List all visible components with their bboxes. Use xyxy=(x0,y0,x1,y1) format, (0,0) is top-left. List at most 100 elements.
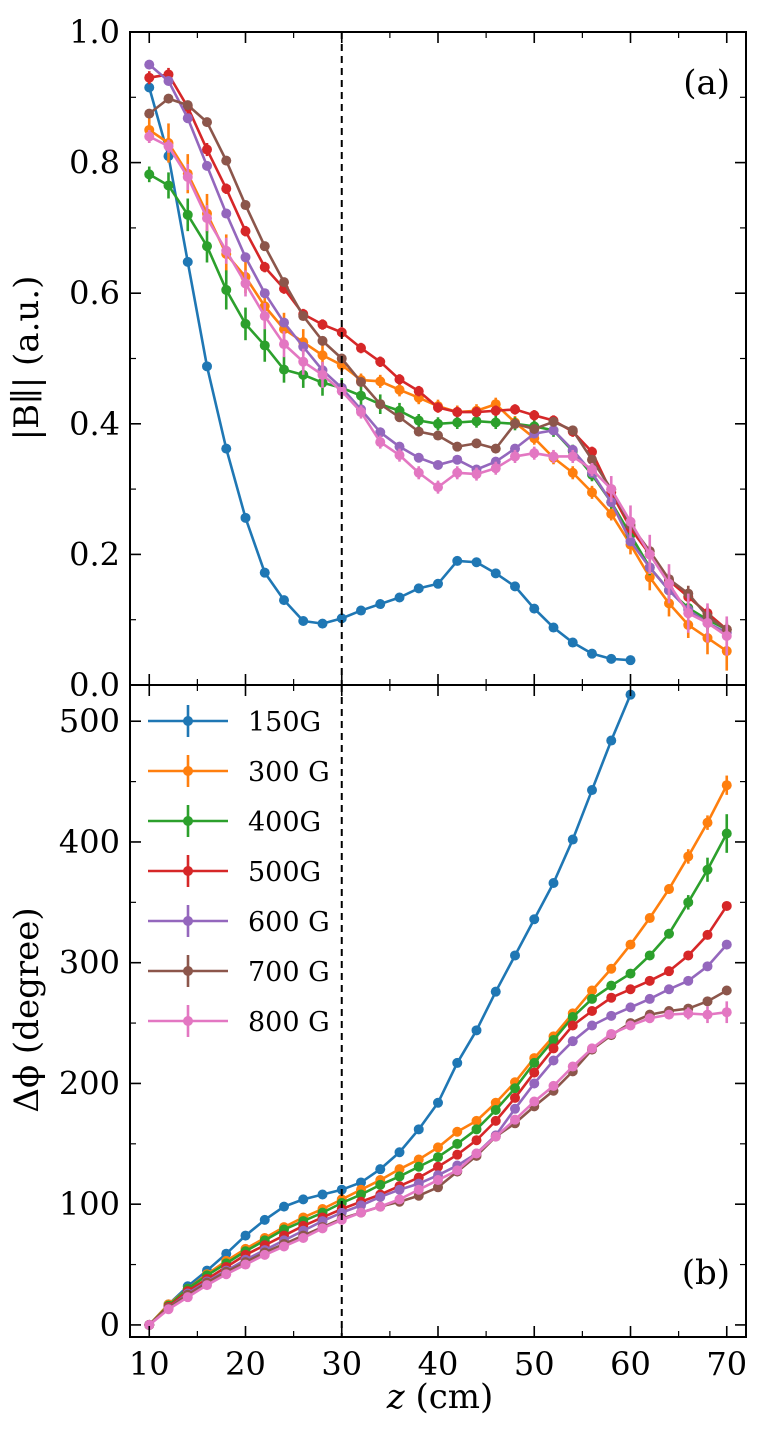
panel-a-data-point xyxy=(471,407,482,418)
panel-a-data-point xyxy=(471,416,482,427)
panel-b-data-point xyxy=(625,984,636,995)
panel-a-series-group xyxy=(144,32,732,685)
panel-a-data-point xyxy=(567,637,578,648)
panel-b-data-point xyxy=(721,900,732,911)
panel-a-data-point xyxy=(452,467,463,478)
panel-b-data-point xyxy=(587,985,597,996)
x-tick-label: 20 xyxy=(225,1345,266,1383)
panel-a-data-point xyxy=(490,443,501,454)
panel-b-data-point xyxy=(587,1020,597,1031)
x-tick-label: 30 xyxy=(321,1345,362,1383)
x-axis-label-variable: z xyxy=(386,1377,406,1417)
panel-a-data-point xyxy=(433,430,443,441)
panel-b-data-point xyxy=(548,1080,559,1091)
panel-b-data-point xyxy=(490,986,501,997)
panel-a-data-point xyxy=(644,549,655,560)
panel-a-data-point xyxy=(490,463,501,474)
panel-a-data-point xyxy=(336,386,347,397)
panel-b-data-point xyxy=(202,1280,212,1291)
panel-b-data-point xyxy=(163,1304,174,1315)
panel-b-data-point xyxy=(144,1319,155,1330)
panel-b-data-point xyxy=(298,1194,309,1205)
panel-b-data-point xyxy=(356,1189,366,1200)
panel-b-data-point xyxy=(702,929,713,940)
panel-a-data-point xyxy=(702,617,713,628)
panel-a-data-point xyxy=(394,412,405,423)
panel-b-data-point xyxy=(567,1036,578,1047)
panel-b-label: (b) xyxy=(682,1253,730,1293)
panel-a-data-point xyxy=(510,404,520,415)
panel-a-data-point xyxy=(298,356,309,367)
panel-b-data-point xyxy=(433,1161,443,1172)
panel-a-data-point xyxy=(394,450,405,461)
panel-a-data-point xyxy=(279,595,289,606)
legend-marker xyxy=(183,816,193,826)
panel-a-data-point xyxy=(567,451,578,462)
panel-b-data-point xyxy=(644,950,655,961)
panel-b: 0 100 200 300 400 500 10 20 30 40 50 60 70 (b) Δϕ (d… xyxy=(7,684,747,1417)
x-axis-label-unit: (cm) xyxy=(405,1377,494,1417)
panel-a-data-point xyxy=(202,213,212,224)
panel-a-data-point xyxy=(606,484,617,495)
panel-b-data-point xyxy=(548,1055,559,1066)
panel-a-data-point xyxy=(413,415,424,426)
panel-b-data-point xyxy=(452,1057,463,1068)
panel-b-data-point xyxy=(702,996,713,1007)
panel-a-data-point xyxy=(240,512,251,523)
panel-b-data-point xyxy=(567,1061,578,1072)
panel-a-data-point xyxy=(490,417,501,428)
panel-b-data-point xyxy=(221,1248,232,1259)
panel-a-data-point xyxy=(433,402,443,413)
legend-item-600g: 600 G xyxy=(148,905,330,938)
panel-b-data-point xyxy=(529,914,540,925)
panel-a-data-point xyxy=(664,578,674,589)
panel-b-ticks-group: 0 100 200 300 400 500 10 20 30 40 50 60 70 xyxy=(59,685,747,1383)
panel-a-y-tick-label: 0.6 xyxy=(69,274,120,312)
panel-b-data-point xyxy=(452,1165,463,1176)
panel-a-data-point xyxy=(221,155,232,166)
panel-b-data-point xyxy=(529,1057,540,1068)
panel-b-data-point xyxy=(587,785,597,796)
panel-b-data-point xyxy=(529,1078,540,1089)
panel-b-data-point xyxy=(471,1135,482,1146)
panel-a-data-point xyxy=(240,226,251,237)
panel-a-data-point xyxy=(144,169,155,180)
panel-a-y-tick-label: 0.0 xyxy=(69,666,120,704)
panel-b-data-point xyxy=(298,1232,309,1243)
panel-a-data-point xyxy=(221,183,232,194)
panel-a-data-point xyxy=(317,369,328,380)
panel-b-data-point xyxy=(259,1249,270,1260)
panel-b-y-tick-label: 300 xyxy=(59,944,120,982)
legend-label: 150G xyxy=(248,707,321,738)
panel-b-data-point xyxy=(587,1006,597,1016)
panel-b-data-point xyxy=(529,1067,540,1078)
panel-b-data-point xyxy=(606,1028,617,1039)
panel-a-data-point xyxy=(202,241,212,252)
legend-item-700g: 700 G xyxy=(148,955,330,988)
panel-b-data-point xyxy=(356,1177,366,1188)
x-tick-label: 70 xyxy=(706,1345,747,1383)
panel-b-series-group xyxy=(144,685,732,1337)
panel-a-data-point xyxy=(144,82,155,93)
panel-a-data-point xyxy=(394,441,405,452)
panel-a-data-point xyxy=(163,180,174,191)
panel-a-data-point xyxy=(452,417,463,428)
panel-b-data-point xyxy=(606,963,617,974)
panel-b-data-point xyxy=(356,1207,366,1218)
panel-a-data-point xyxy=(394,384,405,395)
panel-a-data-point xyxy=(510,443,520,454)
panel-a-data-point xyxy=(182,209,193,220)
panel-b-data-point xyxy=(510,1114,520,1125)
panel-b-data-point xyxy=(375,1201,386,1212)
panel-a-ticks-group: 0.0 0.2 0.4 0.6 0.8 1.0 xyxy=(69,13,746,704)
panel-b-data-point xyxy=(683,897,694,908)
panel-b-data-point xyxy=(510,1083,520,1094)
panel-b-data-point xyxy=(625,968,636,979)
panel-a-data-point xyxy=(182,171,193,182)
panel-a-data-point xyxy=(240,278,251,289)
panel-a-data-point xyxy=(413,426,424,437)
panel-b-data-point xyxy=(664,1009,674,1020)
panel-a-data-point xyxy=(529,424,540,435)
panel-a-data-point xyxy=(259,288,270,299)
